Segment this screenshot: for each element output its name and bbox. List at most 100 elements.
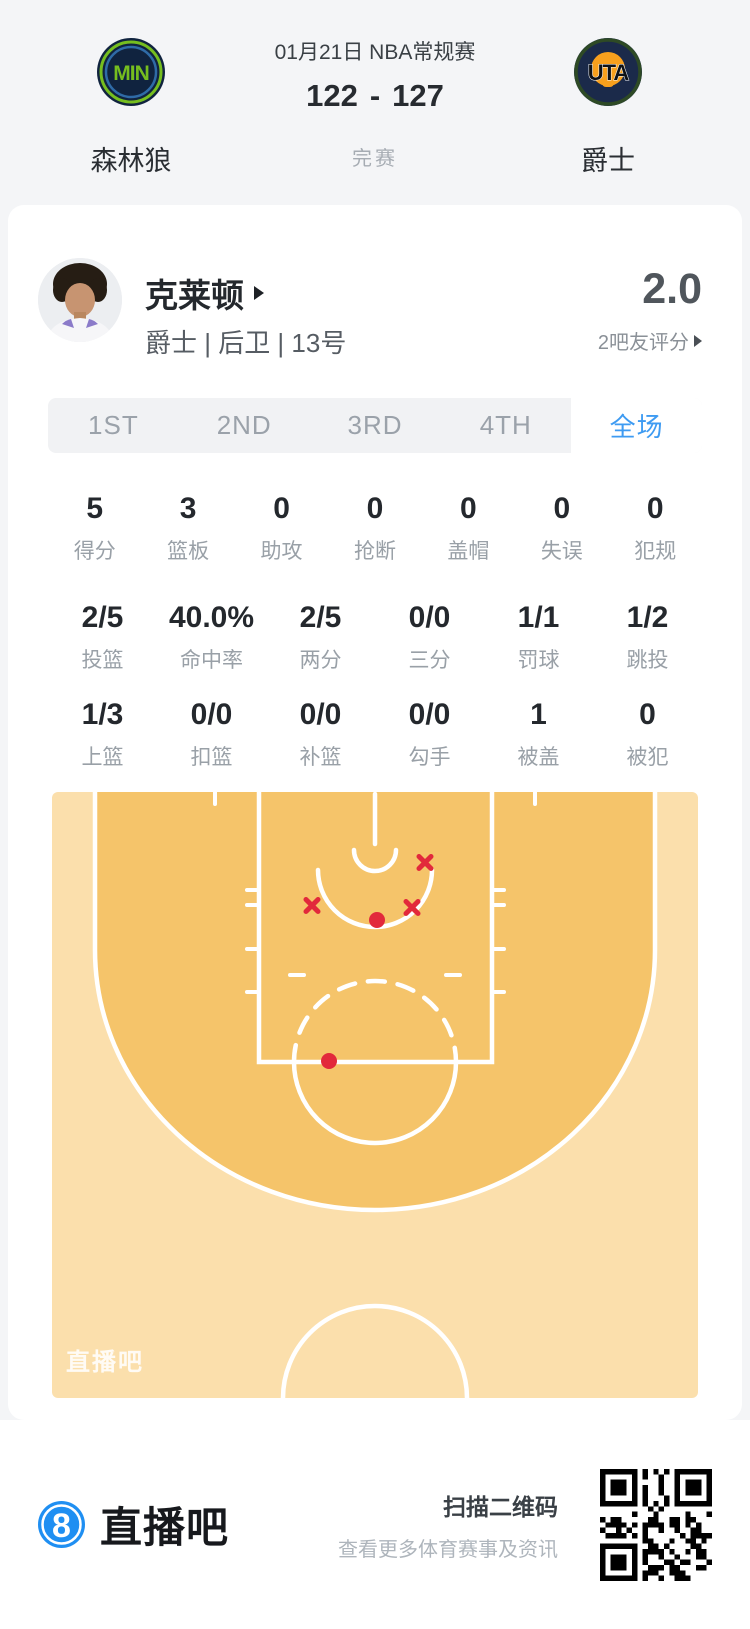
stat-label: 被盖 (517, 746, 560, 769)
qr-text-block: 扫描二维码 查看更多体育赛事及资讯 (338, 1488, 558, 1562)
stats-row-basic: 5 得分 3 篮板 0 助攻 0 抢断 0 盖帽 0 失误 0 犯规 (48, 492, 702, 565)
quarter-tabbar: 1ST 2ND 3RD 4TH 全场 (48, 398, 702, 453)
away-team-logo-icon: UTA (574, 38, 642, 106)
court-lines (52, 792, 698, 1398)
stat-fouls: 0 犯规 (609, 492, 702, 565)
stat-value: 0 (553, 492, 571, 525)
player-name-row[interactable]: 克莱顿 (145, 269, 264, 317)
home-team-name: 森林狼 (90, 146, 172, 176)
shot-miss-marker (414, 851, 436, 873)
stat-ft: 1/1 罚球 (484, 601, 593, 674)
shot-make-marker (321, 1053, 337, 1069)
stat-label: 跳投 (626, 649, 669, 672)
qr-subtitle: 查看更多体育赛事及资讯 (338, 1538, 558, 1561)
home-team-logo-icon: MIN (97, 38, 165, 106)
stat-2pt: 2/5 两分 (266, 601, 375, 674)
tab-2nd[interactable]: 2ND (179, 398, 310, 453)
tab-label: 3RD (347, 410, 403, 440)
player-stats-card: 克莱顿 爵士 | 后卫 | 13号 2.0 2吧友评分 1ST 2ND 3RD … (8, 205, 742, 1420)
tab-label: 全场 (609, 412, 664, 442)
shot-miss-marker (401, 896, 423, 918)
tab-label: 1ST (88, 410, 139, 440)
rating-block[interactable]: 2.0 2吧友评分 (598, 265, 702, 355)
home-team-block: MIN 森林狼 (51, 37, 211, 178)
stat-putback: 0/0 补篮 (266, 698, 375, 771)
stat-value: 0/0 (299, 698, 342, 731)
svg-text:8: 8 (52, 1507, 71, 1545)
stat-value: 1/2 (626, 601, 669, 634)
player-avatar[interactable] (38, 258, 122, 342)
tab-4th[interactable]: 4TH (440, 398, 571, 453)
game-score: 122-127 (160, 78, 590, 114)
stat-turnovers: 0 失误 (515, 492, 608, 565)
tab-1st[interactable]: 1ST (48, 398, 179, 453)
away-score: 127 (392, 78, 444, 113)
stat-fg: 2/5 投篮 (48, 601, 157, 674)
stat-value: 0/0 (408, 698, 451, 731)
stat-rebounds: 3 篮板 (141, 492, 234, 565)
svg-text:MIN: MIN (113, 62, 149, 85)
stat-label: 篮板 (167, 540, 210, 563)
stat-fouled-against: 0 被犯 (593, 698, 702, 771)
stat-jumpshot: 1/2 跳投 (593, 601, 702, 674)
player-detail-arrow-icon (254, 286, 264, 300)
stat-label: 得分 (73, 540, 116, 563)
match-header: MIN 森林狼 01月21日 NBA常规赛 122-127 完赛 UTA 爵士 (0, 0, 750, 205)
stat-label: 补篮 (299, 746, 342, 769)
player-name[interactable]: 克莱顿 (145, 277, 244, 314)
brand-name: 直播吧 (100, 1504, 230, 1551)
rating-value: 2.0 (642, 265, 702, 313)
zhibo8-logo-icon: 8 (38, 1501, 85, 1548)
qr-title: 扫描二维码 (443, 1493, 558, 1520)
stat-value: 0 (366, 492, 384, 525)
stat-value: 2/5 (81, 601, 124, 634)
stat-label: 助攻 (260, 540, 303, 563)
qr-code (600, 1468, 712, 1581)
away-team-block: UTA 爵士 (528, 37, 688, 178)
tab-full-game[interactable]: 全场 (571, 398, 702, 453)
stat-label: 被犯 (626, 746, 669, 769)
score-divider: - (369, 78, 381, 113)
app-footer: 8 直播吧 扫描二维码 查看更多体育赛事及资讯 (0, 1420, 750, 1629)
player-avatar-image (38, 258, 122, 342)
stat-fg-pct: 40.0% 命中率 (157, 601, 266, 674)
stat-label: 勾手 (408, 746, 451, 769)
home-score: 122 (306, 78, 358, 113)
game-date: 01月21日 NBA常规赛 (274, 41, 476, 64)
tab-label: 4TH (479, 410, 532, 440)
stat-layup: 1/3 上篮 (48, 698, 157, 771)
tab-label: 2ND (216, 410, 272, 440)
away-team-name: 爵士 (581, 146, 635, 176)
stat-label: 投篮 (81, 649, 124, 672)
rating-caption-row[interactable]: 2吧友评分 (598, 326, 702, 355)
stat-label: 犯规 (634, 540, 677, 563)
shot-miss-marker (301, 894, 323, 916)
brand-group[interactable]: 8 直播吧 (38, 1494, 229, 1555)
stat-label: 扣篮 (190, 746, 233, 769)
tab-3rd[interactable]: 3RD (310, 398, 441, 453)
stat-value: 0 (639, 698, 656, 731)
player-meta: 爵士 | 后卫 | 13号 (145, 328, 347, 358)
stat-label: 两分 (299, 649, 342, 672)
stat-steals: 0 抢断 (328, 492, 421, 565)
stat-points: 5 得分 (48, 492, 141, 565)
stat-label: 罚球 (517, 649, 560, 672)
stat-label: 三分 (408, 649, 451, 672)
stat-label: 抢断 (353, 540, 396, 563)
stat-assists: 0 助攻 (235, 492, 328, 565)
svg-text:UTA: UTA (588, 60, 630, 85)
stat-value: 1 (530, 698, 547, 731)
rating-caption: 2吧友评分 (597, 332, 689, 354)
stat-value: 3 (179, 492, 197, 525)
stat-value: 0 (273, 492, 290, 525)
stat-blocked: 1 被盖 (484, 698, 593, 771)
stat-value: 0/0 (408, 601, 451, 634)
stat-value: 5 (86, 492, 104, 525)
stat-value: 0 (646, 492, 664, 525)
stat-label: 盖帽 (447, 540, 490, 563)
stat-label: 命中率 (180, 649, 243, 672)
stats-row-shot-types: 1/3 上篮 0/0 扣篮 0/0 补篮 0/0 勾手 1 被盖 0 被犯 (48, 698, 702, 771)
stat-value: 0 (460, 492, 477, 525)
stat-value: 0/0 (190, 698, 233, 731)
stat-label: 失误 (540, 540, 583, 563)
